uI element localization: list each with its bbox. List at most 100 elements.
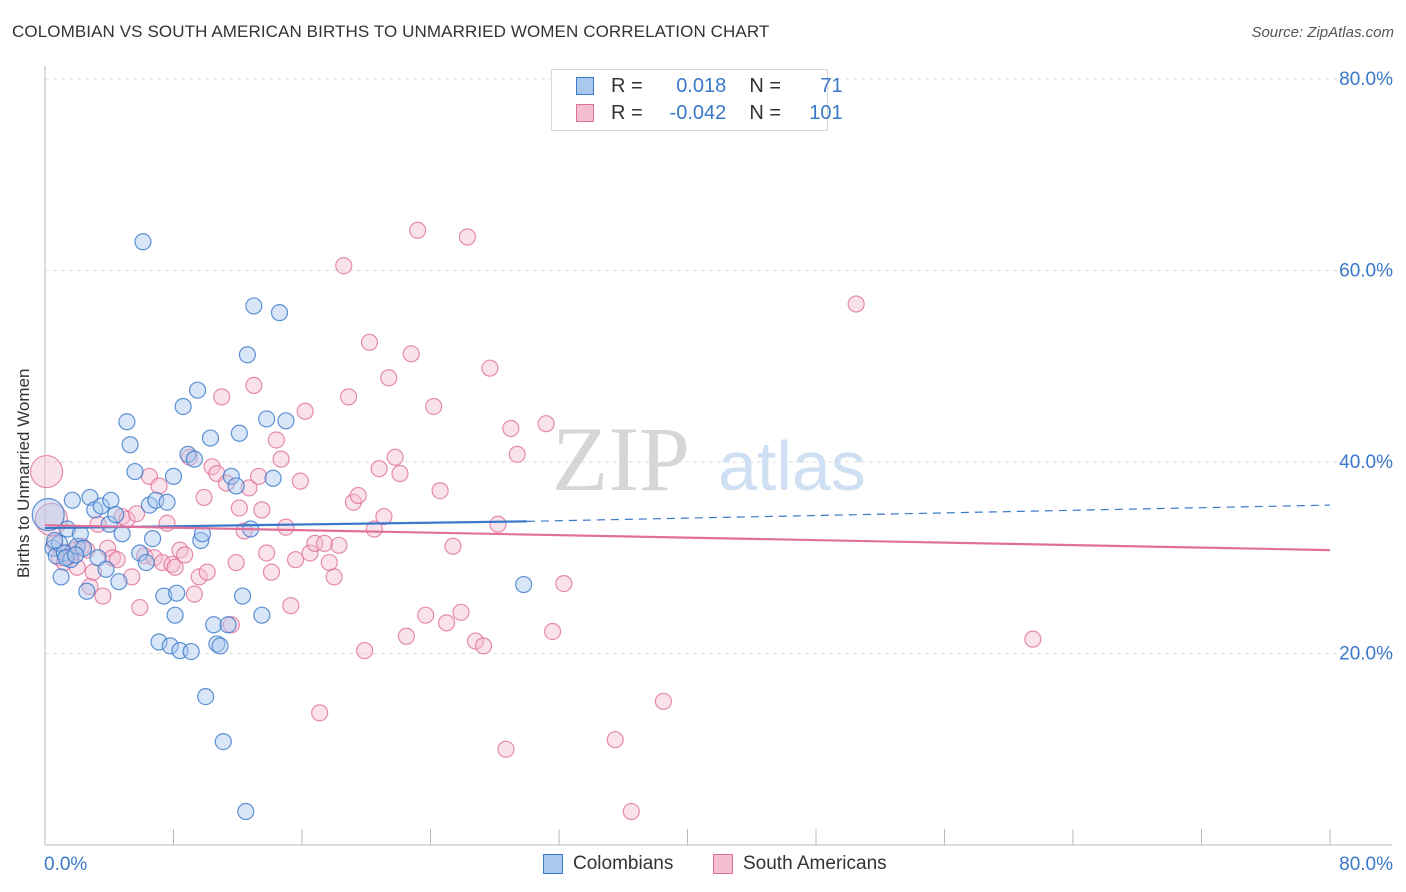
south-american-point [176, 546, 194, 564]
colombian-point [118, 413, 136, 431]
colombian-point [52, 568, 70, 586]
colombian-point [214, 732, 232, 751]
south-american-point [452, 603, 470, 621]
colombian-point [121, 436, 139, 454]
south-american-point [301, 544, 319, 562]
south-american-point [267, 431, 285, 449]
colombian-point [46, 531, 64, 550]
south-american-point [402, 345, 420, 363]
south-american-point [127, 505, 146, 523]
south-american-point [466, 632, 485, 650]
colombian-point [201, 429, 220, 447]
south-american-point [286, 551, 305, 569]
south-american-point [195, 488, 213, 507]
south-american-point [190, 568, 208, 586]
colombian-point [161, 637, 179, 655]
colombian-point [164, 467, 183, 485]
south-american-point [543, 622, 562, 641]
colombian-point [197, 687, 215, 706]
y-axis-label: Births to Unmarried Women [14, 368, 33, 578]
south-american-point [330, 536, 348, 554]
south-american-point [227, 553, 245, 572]
colombian-point [134, 233, 152, 251]
south-american-point [250, 467, 268, 485]
colombian-point [50, 534, 69, 552]
colombian-point [155, 587, 173, 605]
south-american-point [335, 257, 353, 275]
south-american-point [325, 568, 343, 586]
colombian-point [227, 477, 245, 495]
south-american-point [113, 507, 131, 526]
legend-swatch-blue [543, 854, 563, 874]
legend-n-label: N = [749, 102, 782, 124]
colombian-point [31, 498, 65, 532]
x-tick-label: 0.0% [44, 854, 87, 875]
colombian-point [182, 642, 200, 661]
south-american-point [417, 606, 435, 624]
colombian-point [168, 584, 186, 602]
south-american-point [654, 692, 673, 710]
south-american-point [81, 577, 99, 596]
south-american-point [240, 479, 258, 497]
colombian-point [166, 606, 184, 624]
south-american-point [555, 575, 573, 593]
watermark-zip: ZIP [552, 408, 690, 510]
watermark: ZIP atlas [552, 408, 866, 510]
legend-label-south-americans: South Americans [743, 853, 887, 874]
colombian-point [78, 582, 96, 600]
south-american-point [375, 507, 393, 526]
south-american-point [391, 464, 409, 483]
colombian-point [258, 410, 276, 428]
south-american-point [489, 515, 507, 533]
south-american-point [108, 551, 126, 569]
colombian-point [219, 616, 237, 634]
colombian-point [264, 469, 282, 487]
colombian-point [205, 616, 223, 634]
south-american-point [444, 537, 462, 555]
colombian-point [515, 575, 533, 594]
south-american-point [622, 802, 640, 821]
colombian-point [137, 553, 155, 572]
south-american-point [508, 445, 526, 463]
south-american-point [131, 598, 149, 617]
south-american-point [847, 295, 865, 313]
south-american-point [370, 460, 388, 478]
y-tick-label: 20.0% [1339, 644, 1393, 665]
legend-n-value: 71 [820, 75, 843, 97]
south-american-point [349, 486, 367, 505]
south-american-point [409, 221, 427, 239]
south-american-point [437, 614, 456, 632]
colombian-point [277, 412, 295, 430]
colombian-point [131, 544, 149, 562]
colombian-point [270, 304, 289, 322]
colombian-point [222, 467, 240, 485]
south-american-point [311, 704, 329, 722]
colombian-point [66, 546, 85, 564]
colombian-point [110, 573, 128, 591]
legend-swatch-pink [713, 854, 733, 874]
south-american-point [262, 563, 281, 581]
south-american-point [474, 637, 493, 655]
south-american-point [123, 568, 141, 586]
colombian-point [233, 587, 252, 605]
colombians-points [31, 233, 533, 821]
legend-swatch-blue [576, 77, 594, 95]
colombian-point [126, 462, 144, 481]
gridlines [45, 78, 1392, 654]
legend-swatch-pink [576, 104, 594, 122]
south-american-point [158, 514, 176, 532]
watermark-atlas: atlas [718, 427, 866, 505]
south-american-point [258, 544, 276, 562]
south-american-point [481, 359, 499, 377]
south-american-point [360, 333, 379, 351]
south-american-point [365, 520, 383, 538]
south-american-point [235, 522, 253, 540]
south-american-point [272, 450, 290, 468]
colombian-point [174, 397, 192, 416]
colombian-point [102, 491, 120, 509]
colombian-point [192, 531, 210, 550]
south-american-point [277, 518, 295, 536]
colombian-point [113, 525, 131, 543]
colombian-point [97, 560, 115, 578]
